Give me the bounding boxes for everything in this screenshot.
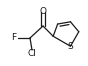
Text: O: O — [40, 8, 46, 16]
Text: S: S — [68, 42, 73, 51]
Text: F: F — [11, 34, 17, 43]
Text: Cl: Cl — [28, 50, 36, 58]
